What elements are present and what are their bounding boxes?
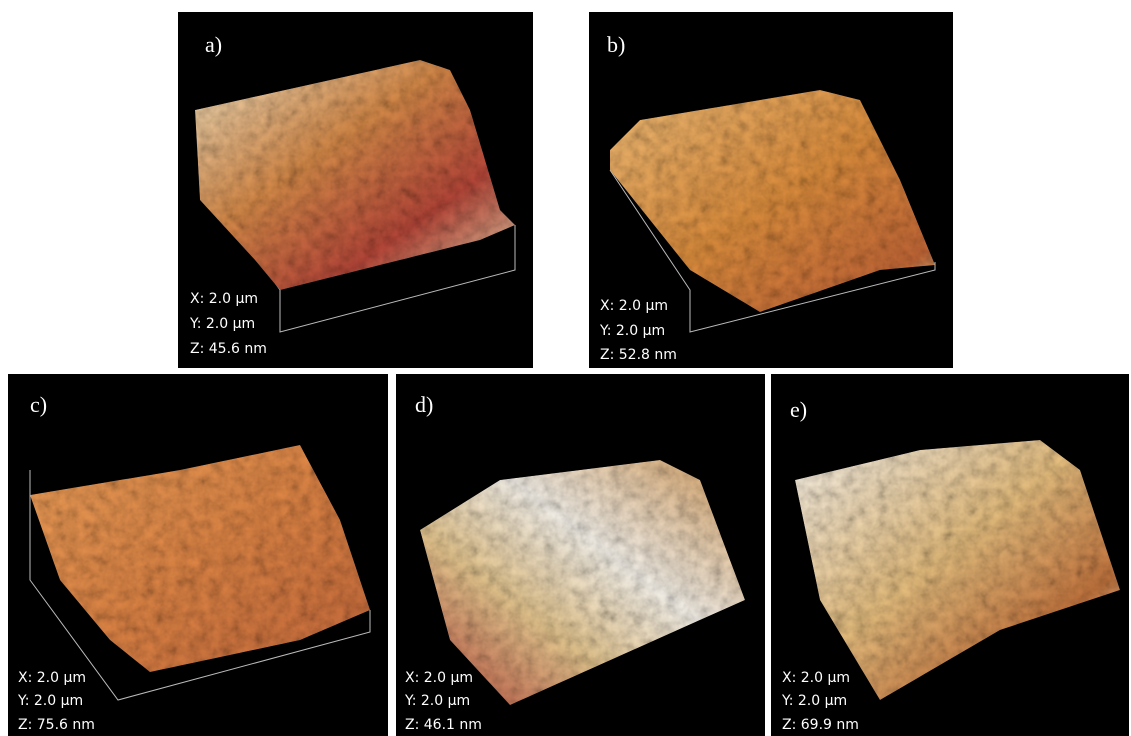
surface — [610, 90, 935, 312]
y-size: Y: 2.0 µm — [781, 693, 847, 709]
panel-d: d) X: 2.0 µm Y: 2.0 µm Z: 46.1 nm — [396, 374, 765, 736]
y-size: Y: 2.0 µm — [189, 316, 255, 332]
surface — [795, 440, 1120, 700]
z-size: Z: 52.8 nm — [600, 347, 677, 363]
y-size: Y: 2.0 µm — [599, 323, 665, 339]
y-size: Y: 2.0 µm — [17, 693, 83, 709]
panel-a: a) X: 2.0 µm Y: 2.0 µm Z: 45.6 nm — [178, 12, 533, 368]
panel-label: b) — [607, 32, 625, 57]
x-size: X: 2.0 µm — [18, 670, 86, 686]
x-size: X: 2.0 µm — [405, 670, 473, 686]
z-size: Z: 69.9 nm — [782, 717, 859, 733]
z-size: Z: 46.1 nm — [405, 717, 482, 733]
axis-box — [29, 470, 371, 701]
panel-b: b) X: 2.0 µm Y: 2.0 µm Z: 52.8 nm — [589, 12, 953, 368]
z-size: Z: 75.6 nm — [18, 717, 95, 733]
x-size: X: 2.0 µm — [190, 291, 258, 307]
surface — [195, 60, 515, 290]
z-size: Z: 45.6 nm — [190, 341, 267, 357]
panel-e: e) X: 2.0 µm Y: 2.0 µm Z: 69.9 nm — [771, 374, 1129, 736]
panel-c: c) X: 2.0 µm Y: 2.0 µm Z: 75.6 nm — [8, 374, 388, 736]
panel-label: d) — [415, 392, 433, 417]
y-size: Y: 2.0 µm — [404, 693, 470, 709]
panel-label: a) — [205, 32, 222, 57]
surface — [30, 445, 370, 672]
x-size: X: 2.0 µm — [782, 670, 850, 686]
panel-label: c) — [30, 392, 47, 417]
axis-box — [609, 169, 936, 333]
x-size: X: 2.0 µm — [600, 298, 668, 314]
panel-label: e) — [790, 397, 807, 422]
surface — [420, 460, 745, 705]
